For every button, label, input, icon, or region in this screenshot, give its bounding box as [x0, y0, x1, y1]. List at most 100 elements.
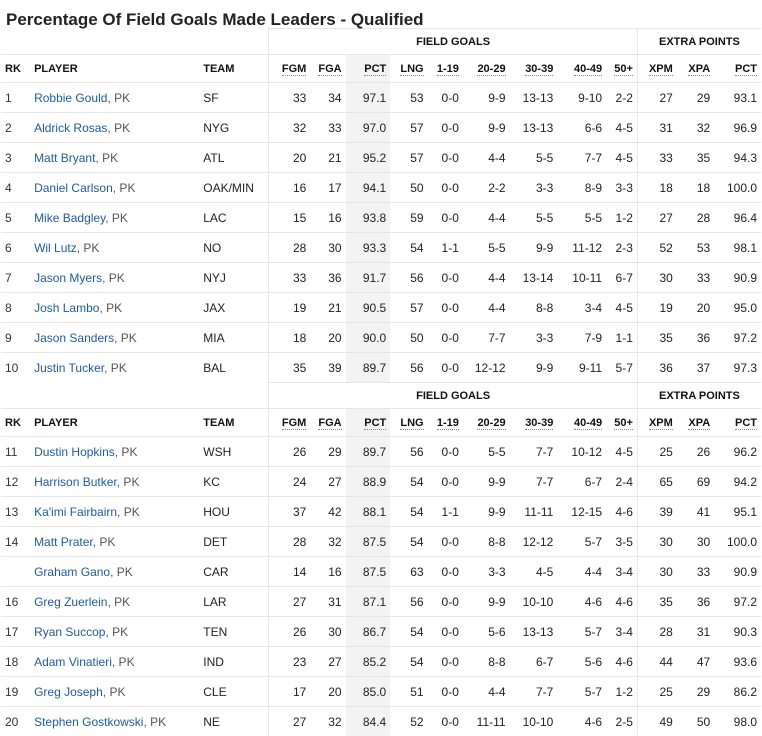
player-link[interactable]: Matt Bryant [34, 151, 95, 165]
player-link[interactable]: Daniel Carlson [34, 181, 113, 195]
col-header-fga-label[interactable]: FGA [318, 63, 341, 76]
col-header-20-29-label[interactable]: 20-29 [477, 63, 505, 76]
cell-50-plus: 2-2 [606, 83, 637, 113]
cell-pct: 90.0 [346, 323, 391, 353]
cell-xpa: 29 [677, 677, 714, 707]
cell-20-29: 4-4 [463, 143, 510, 173]
col-header-xp-pct[interactable]: PCT [714, 409, 761, 437]
col-header-pct-label[interactable]: PCT [364, 63, 386, 76]
cell-1-19: 0-0 [428, 587, 463, 617]
col-header-50-plus-label[interactable]: 50+ [614, 417, 633, 430]
player-link[interactable]: Harrison Butker [34, 475, 117, 489]
col-header-pct[interactable]: PCT [346, 55, 391, 83]
cell-fga: 36 [310, 263, 345, 293]
col-header-40-49-label[interactable]: 40-49 [574, 417, 602, 430]
player-link[interactable]: Ryan Succop [34, 625, 105, 639]
cell-pct: 84.4 [346, 707, 391, 736]
group-header-extra-points: EXTRA POINTS [637, 29, 761, 55]
col-header-fga[interactable]: FGA [310, 55, 345, 83]
col-header-pct[interactable]: PCT [346, 409, 391, 437]
col-header-20-29[interactable]: 20-29 [463, 409, 510, 437]
cell-player: Wil Lutz, PK [30, 233, 199, 263]
col-header-xpm-label[interactable]: XPM [649, 417, 673, 430]
player-link[interactable]: Justin Tucker [34, 361, 104, 375]
player-link[interactable]: Mike Badgley [34, 211, 105, 225]
cell-lng: 50 [390, 323, 427, 353]
cell-xpa: 26 [677, 437, 714, 467]
cell-team: HOU [199, 497, 269, 527]
cell-lng: 54 [390, 497, 427, 527]
player-link[interactable]: Greg Zuerlein [34, 595, 107, 609]
col-header-30-39-label[interactable]: 30-39 [525, 417, 553, 430]
col-header-xp-pct[interactable]: PCT [714, 55, 761, 83]
col-header-fga[interactable]: FGA [310, 409, 345, 437]
col-header-50-plus[interactable]: 50+ [606, 409, 637, 437]
cell-fga: 17 [310, 173, 345, 203]
cell-player: Justin Tucker, PK [30, 353, 199, 383]
cell-fgm: 14 [269, 557, 311, 587]
col-header-fgm-label[interactable]: FGM [282, 417, 306, 430]
cell-pct: 87.5 [346, 557, 391, 587]
col-header-lng-label[interactable]: LNG [400, 417, 423, 430]
col-header-xpa-label[interactable]: XPA [688, 417, 710, 430]
col-header-1-19-label[interactable]: 1-19 [437, 63, 459, 76]
cell-xp-pct: 94.3 [714, 143, 761, 173]
player-link[interactable]: Josh Lambo [34, 301, 99, 315]
player-link[interactable]: Graham Gano [34, 565, 110, 579]
col-header-lng[interactable]: LNG [390, 55, 427, 83]
cell-30-39: 6-7 [510, 647, 558, 677]
player-link[interactable]: Dustin Hopkins [34, 445, 115, 459]
cell-xpa: 53 [677, 233, 714, 263]
cell-xp-pct: 97.2 [714, 323, 761, 353]
col-header-xpa[interactable]: XPA [677, 409, 714, 437]
cell-fgm: 23 [269, 647, 311, 677]
col-header-xpm[interactable]: XPM [637, 409, 676, 437]
col-header-pct-label[interactable]: PCT [364, 417, 386, 430]
player-link[interactable]: Robbie Gould [34, 91, 107, 105]
col-header-xp-pct-label[interactable]: PCT [735, 63, 757, 76]
col-header-lng[interactable]: LNG [390, 409, 427, 437]
cell-player: Ka'imi Fairbairn, PK [30, 497, 199, 527]
col-header-xp-pct-label[interactable]: PCT [735, 417, 757, 430]
cell-pct: 88.9 [346, 467, 391, 497]
col-header-fgm[interactable]: FGM [269, 409, 311, 437]
player-link[interactable]: Matt Prater [34, 535, 93, 549]
col-header-lng-label[interactable]: LNG [400, 63, 423, 76]
col-header-fga-label[interactable]: FGA [318, 417, 341, 430]
col-header-20-29[interactable]: 20-29 [463, 55, 510, 83]
col-header-xpm[interactable]: XPM [637, 55, 676, 83]
player-link[interactable]: Greg Joseph [34, 685, 103, 699]
col-header-40-49-label[interactable]: 40-49 [574, 63, 602, 76]
col-header-fgm-label[interactable]: FGM [282, 63, 306, 76]
player-link[interactable]: Jason Myers [34, 271, 102, 285]
player-link[interactable]: Jason Sanders [34, 331, 114, 345]
col-header-fgm[interactable]: FGM [269, 55, 311, 83]
player-link[interactable]: Wil Lutz [34, 241, 77, 255]
cell-rank: 14 [1, 527, 30, 557]
player-link[interactable]: Ka'imi Fairbairn [34, 505, 117, 519]
cell-30-39: 13-13 [510, 617, 558, 647]
col-header-1-19-label[interactable]: 1-19 [437, 417, 459, 430]
col-header-rk: RK [1, 409, 30, 437]
cell-xp-pct: 98.0 [714, 707, 761, 736]
col-header-40-49[interactable]: 40-49 [557, 409, 606, 437]
cell-20-29: 4-4 [463, 293, 510, 323]
col-header-xpm-label[interactable]: XPM [649, 63, 673, 76]
col-header-40-49[interactable]: 40-49 [557, 55, 606, 83]
player-link[interactable]: Adam Vinatieri [34, 655, 112, 669]
col-header-50-plus[interactable]: 50+ [606, 55, 637, 83]
col-header-30-39[interactable]: 30-39 [510, 409, 558, 437]
col-header-xpa-label[interactable]: XPA [688, 63, 710, 76]
col-header-30-39-label[interactable]: 30-39 [525, 63, 553, 76]
col-header-1-19[interactable]: 1-19 [428, 55, 463, 83]
col-header-30-39[interactable]: 30-39 [510, 55, 558, 83]
col-header-1-19[interactable]: 1-19 [428, 409, 463, 437]
col-header-xpa[interactable]: XPA [677, 55, 714, 83]
cell-lng: 56 [390, 437, 427, 467]
col-header-50-plus-label[interactable]: 50+ [614, 63, 633, 76]
cell-team: WSH [199, 437, 269, 467]
col-header-20-29-label[interactable]: 20-29 [477, 417, 505, 430]
player-link[interactable]: Aldrick Rosas [34, 121, 107, 135]
